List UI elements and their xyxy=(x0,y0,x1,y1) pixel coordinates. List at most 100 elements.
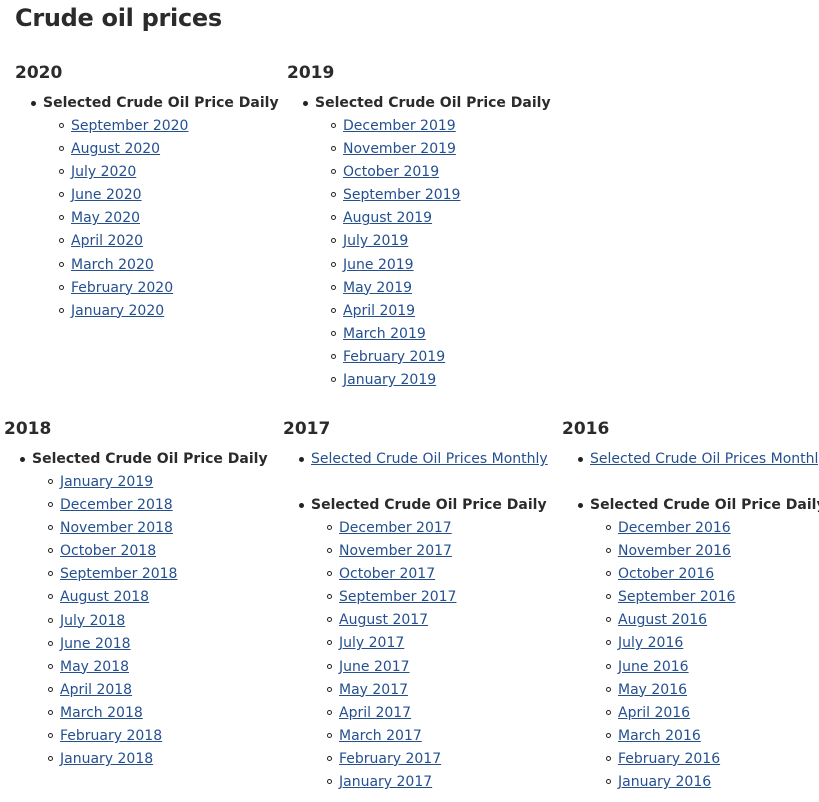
month-link[interactable]: May 2016 xyxy=(618,681,688,698)
month-link[interactable]: November 2018 xyxy=(60,520,173,537)
list-item: June 2020 xyxy=(59,184,279,207)
month-link[interactable]: July 2018 xyxy=(60,612,126,629)
month-link[interactable]: November 2019 xyxy=(343,141,456,158)
month-link[interactable]: August 2016 xyxy=(618,612,708,629)
month-link[interactable]: October 2016 xyxy=(618,566,715,583)
month-link[interactable]: October 2019 xyxy=(343,164,440,181)
month-link[interactable]: June 2017 xyxy=(339,658,410,675)
month-link[interactable]: January 2019 xyxy=(60,474,154,490)
month-link[interactable]: February 2017 xyxy=(339,750,442,767)
month-link[interactable]: July 2020 xyxy=(71,164,137,181)
bullet-disc-icon xyxy=(578,457,583,462)
month-link[interactable]: April 2020 xyxy=(71,233,144,250)
month-link[interactable]: March 2018 xyxy=(60,704,143,721)
month-link[interactable]: January 2016 xyxy=(618,774,712,791)
daily-section-title: Selected Crude Oil Price Daily xyxy=(31,92,279,115)
month-list: September 2020 August 2020 July 2020 June 2… xyxy=(43,115,279,323)
list-item: September 2016 xyxy=(606,586,819,609)
month-link[interactable]: November 2017 xyxy=(339,543,452,560)
bullet-circle-icon xyxy=(331,215,336,221)
bullet-circle-icon xyxy=(606,617,611,623)
month-link[interactable]: February 2016 xyxy=(618,750,721,767)
bullet-circle-icon xyxy=(606,732,611,738)
month-link[interactable]: January 2018 xyxy=(60,751,154,768)
month-link[interactable]: October 2017 xyxy=(339,566,436,583)
monthly-prices-link[interactable]: Selected Crude Oil Prices Monthly xyxy=(590,451,819,467)
bullet-circle-icon xyxy=(327,755,332,761)
month-link[interactable]: August 2018 xyxy=(60,589,150,606)
month-link[interactable]: March 2016 xyxy=(618,727,701,744)
bullet-disc-icon xyxy=(31,101,36,106)
month-link[interactable]: January 2020 xyxy=(71,302,165,319)
monthly-prices-link[interactable]: Selected Crude Oil Prices Monthly xyxy=(311,451,548,467)
bullet-circle-icon xyxy=(48,709,53,715)
month-link[interactable]: May 2020 xyxy=(71,210,141,227)
list-item: July 2017 xyxy=(327,632,548,655)
month-link[interactable]: April 2017 xyxy=(339,704,412,721)
monthly-item: Selected Crude Oil Prices Monthly xyxy=(578,448,819,471)
list-item: September 2017 xyxy=(327,586,548,609)
month-link[interactable]: August 2020 xyxy=(71,141,161,158)
month-link[interactable]: June 2016 xyxy=(618,658,689,675)
list-item: August 2018 xyxy=(48,586,268,609)
month-link[interactable]: May 2017 xyxy=(339,681,409,698)
month-link[interactable]: April 2018 xyxy=(60,681,133,698)
month-link[interactable]: December 2017 xyxy=(339,520,452,536)
month-link[interactable]: May 2018 xyxy=(60,658,130,675)
month-link[interactable]: April 2016 xyxy=(618,704,691,721)
list-item: August 2017 xyxy=(327,609,548,632)
month-link[interactable]: November 2016 xyxy=(618,543,731,560)
year-heading: 2016 xyxy=(562,419,610,439)
monthly-section: Selected Crude Oil Prices Monthly xyxy=(283,448,548,471)
bullet-circle-icon xyxy=(48,525,53,531)
month-link[interactable]: September 2019 xyxy=(343,187,461,204)
month-link[interactable]: July 2017 xyxy=(339,635,405,652)
bullet-circle-icon xyxy=(331,146,336,152)
list-item: February 2020 xyxy=(59,277,279,300)
bullet-circle-icon xyxy=(331,238,336,244)
daily-section: Selected Crude Oil Price Daily December 2… xyxy=(283,494,548,794)
month-link[interactable]: January 2017 xyxy=(339,774,433,791)
daily-section-title: Selected Crude Oil Price Daily xyxy=(578,494,819,517)
daily-section: Selected Crude Oil Price Daily September … xyxy=(15,92,279,323)
month-link[interactable]: January 2019 xyxy=(343,372,437,389)
month-link[interactable]: March 2017 xyxy=(339,727,422,744)
month-link[interactable]: August 2019 xyxy=(343,210,433,227)
month-link[interactable]: April 2019 xyxy=(343,302,416,319)
bullet-circle-icon xyxy=(331,377,336,383)
month-link[interactable]: March 2019 xyxy=(343,325,426,342)
month-link[interactable]: July 2019 xyxy=(343,233,409,250)
month-list: January 2019 December 2018 November 2018 Oc… xyxy=(32,471,268,771)
month-link[interactable]: June 2019 xyxy=(343,256,414,273)
month-link[interactable]: May 2019 xyxy=(343,279,413,296)
month-link[interactable]: October 2018 xyxy=(60,543,157,560)
month-link[interactable]: June 2018 xyxy=(60,635,131,652)
bullet-circle-icon xyxy=(606,548,611,554)
month-link[interactable]: September 2017 xyxy=(339,589,457,606)
daily-section-label: Selected Crude Oil Price Daily xyxy=(315,95,551,111)
list-item: May 2019 xyxy=(331,277,551,300)
month-link[interactable]: September 2020 xyxy=(71,118,189,134)
month-link[interactable]: December 2016 xyxy=(618,520,731,536)
month-link[interactable]: December 2018 xyxy=(60,497,173,514)
bullet-circle-icon xyxy=(331,261,336,267)
list-item: February 2016 xyxy=(606,748,819,771)
month-link[interactable]: September 2016 xyxy=(618,589,736,606)
list-item: November 2017 xyxy=(327,540,548,563)
page-title: Crude oil prices xyxy=(15,4,222,32)
list-item: January 2018 xyxy=(48,748,268,771)
month-link[interactable]: February 2020 xyxy=(71,279,174,296)
month-link[interactable]: December 2019 xyxy=(343,118,456,134)
month-link[interactable]: February 2018 xyxy=(60,728,163,745)
month-link[interactable]: June 2020 xyxy=(71,187,142,204)
bullet-circle-icon xyxy=(48,733,53,739)
month-link[interactable]: February 2019 xyxy=(343,348,446,365)
month-link[interactable]: August 2017 xyxy=(339,612,429,629)
month-link[interactable]: March 2020 xyxy=(71,256,154,273)
bullet-circle-icon xyxy=(606,755,611,761)
month-link[interactable]: September 2018 xyxy=(60,566,178,583)
list-item: June 2018 xyxy=(48,633,268,656)
month-link[interactable]: July 2016 xyxy=(618,635,684,652)
monthly-item: Selected Crude Oil Prices Monthly xyxy=(299,448,548,471)
year-section-2016: 2016 Selected Crude Oil Prices Monthly Sel… xyxy=(562,418,819,794)
